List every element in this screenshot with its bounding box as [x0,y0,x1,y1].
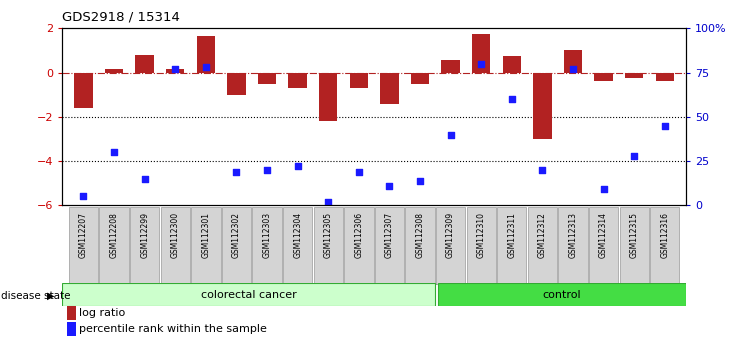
Text: colorectal cancer: colorectal cancer [201,290,297,300]
Bar [227,73,245,95]
Bar [594,73,612,81]
Point [506,96,518,102]
Point [659,123,671,129]
Bar [136,55,154,73]
Point [200,64,212,70]
Point [567,66,579,72]
Bar [438,283,686,306]
Text: GSM112316: GSM112316 [660,212,669,258]
Text: GSM112308: GSM112308 [415,212,425,258]
Text: GSM112300: GSM112300 [171,212,180,258]
FancyBboxPatch shape [528,207,557,285]
Point [629,153,640,159]
Bar [564,51,583,73]
Bar [503,56,521,73]
Text: disease state: disease state [1,291,71,301]
Text: log ratio: log ratio [79,308,125,318]
Text: GSM112311: GSM112311 [507,212,516,258]
FancyBboxPatch shape [314,207,343,285]
Bar [380,73,399,104]
FancyBboxPatch shape [466,207,496,285]
Text: GSM112310: GSM112310 [477,212,485,258]
Point [353,169,365,175]
Point [323,199,334,205]
Text: GSM112301: GSM112301 [201,212,210,258]
Bar [105,69,123,73]
Bar [62,283,435,306]
Bar [319,73,337,121]
Point [598,187,610,192]
Bar [656,73,674,81]
Text: GSM112305: GSM112305 [323,212,333,258]
Point [475,61,487,67]
Text: GSM112313: GSM112313 [569,212,577,258]
Bar [258,73,276,84]
Point [537,167,548,173]
FancyBboxPatch shape [374,207,404,285]
FancyBboxPatch shape [589,207,618,285]
FancyBboxPatch shape [253,207,282,285]
FancyBboxPatch shape [344,207,374,285]
Point [77,194,89,199]
Bar [625,73,643,78]
Text: ▶: ▶ [47,291,55,301]
Text: control: control [542,290,580,300]
Text: GSM112302: GSM112302 [232,212,241,258]
Bar [411,73,429,84]
FancyBboxPatch shape [222,207,251,285]
FancyBboxPatch shape [161,207,190,285]
Point [139,176,150,182]
Point [414,178,426,183]
FancyBboxPatch shape [130,207,159,285]
Text: GSM112315: GSM112315 [630,212,639,258]
Text: GSM112207: GSM112207 [79,212,88,258]
FancyBboxPatch shape [436,207,465,285]
Point [292,164,304,169]
Bar [350,73,368,88]
Bar [288,73,307,88]
Text: GSM112312: GSM112312 [538,212,547,258]
FancyBboxPatch shape [283,207,312,285]
FancyBboxPatch shape [191,207,220,285]
Text: GSM112303: GSM112303 [263,212,272,258]
FancyBboxPatch shape [69,207,98,285]
Point [231,169,242,175]
Bar [74,73,93,108]
Text: GSM112314: GSM112314 [599,212,608,258]
FancyBboxPatch shape [497,207,526,285]
Point [108,149,120,155]
Text: GSM112208: GSM112208 [110,212,118,258]
FancyBboxPatch shape [650,207,680,285]
FancyBboxPatch shape [620,207,649,285]
Point [445,132,456,137]
Bar [196,36,215,73]
FancyBboxPatch shape [558,207,588,285]
Text: GSM112309: GSM112309 [446,212,455,258]
Bar [533,73,552,139]
Text: GDS2918 / 15314: GDS2918 / 15314 [62,10,180,23]
Bar [472,34,491,73]
FancyBboxPatch shape [99,207,128,285]
Text: percentile rank within the sample: percentile rank within the sample [79,324,266,334]
FancyBboxPatch shape [405,207,434,285]
Text: GSM112299: GSM112299 [140,212,149,258]
Point [383,183,395,189]
Text: GSM112306: GSM112306 [354,212,364,258]
Text: GSM112307: GSM112307 [385,212,394,258]
Bar [166,69,185,73]
Text: GSM112304: GSM112304 [293,212,302,258]
Bar [442,61,460,73]
Point [169,66,181,72]
Point [261,167,273,173]
